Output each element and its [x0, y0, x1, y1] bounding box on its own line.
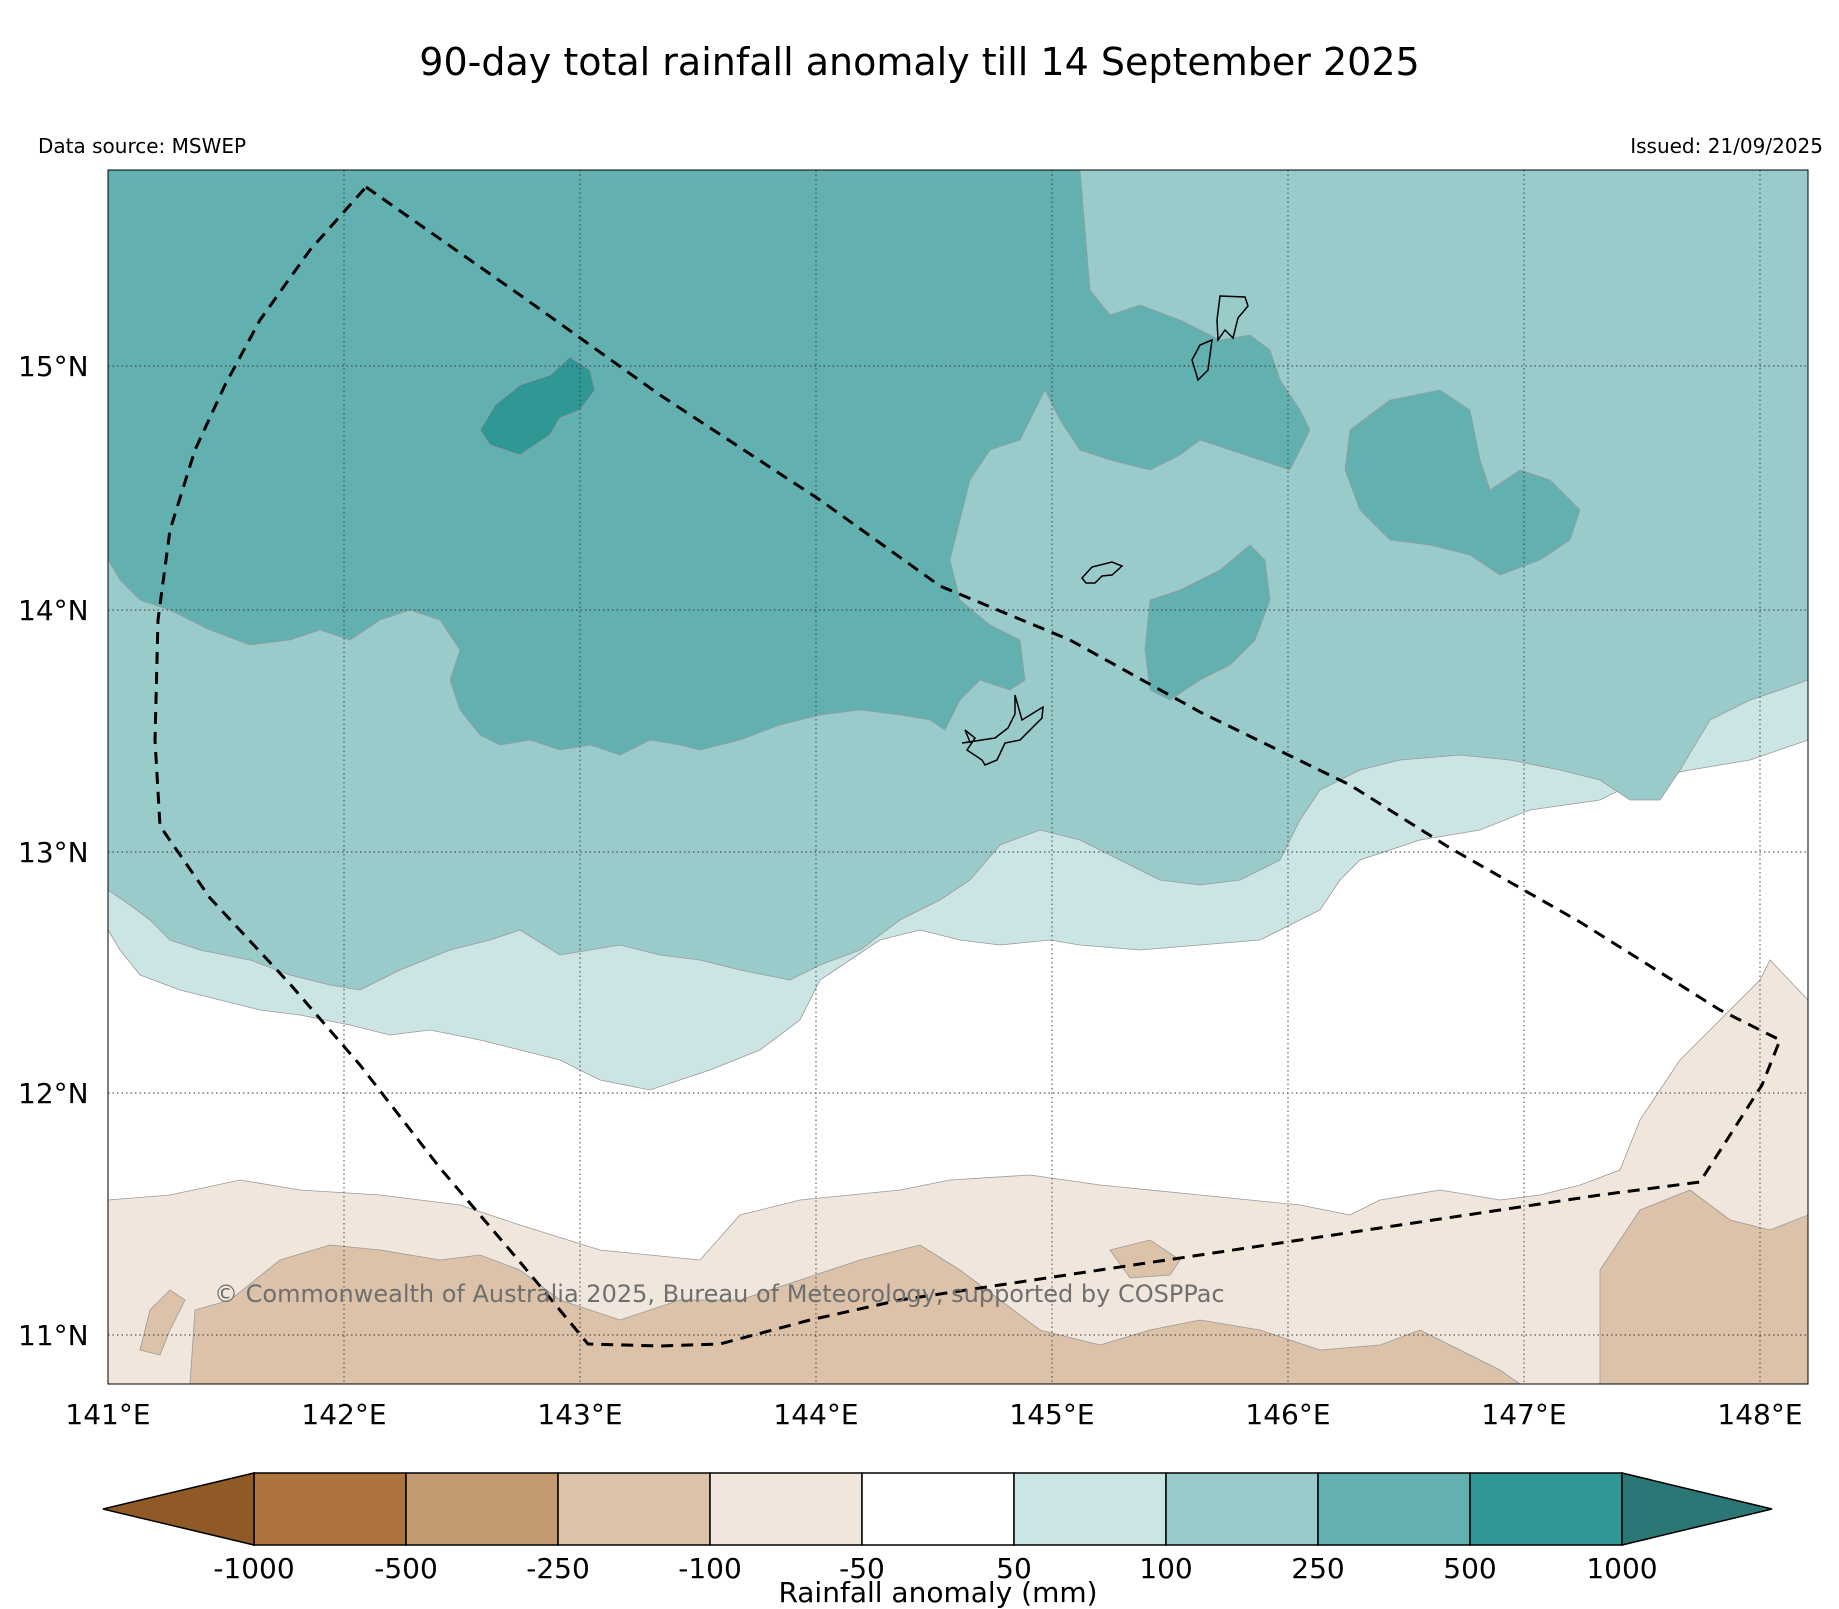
colorbar-bin — [1317, 1472, 1471, 1546]
lon-label-144e: 144°E — [773, 1398, 858, 1431]
colorbar-tick-label: -100 — [678, 1552, 742, 1585]
colorbar-tick-label: 50 — [996, 1552, 1032, 1585]
lat-label-11n: 11°N — [18, 1319, 89, 1352]
copyright-notice: © Commonwealth of Australia 2025, Bureau… — [214, 1280, 1225, 1308]
band-250-to-500-center — [1144, 544, 1271, 701]
lon-label-141e: 141°E — [65, 1398, 150, 1431]
lat-label-13n: 13°N — [18, 836, 89, 869]
map-panel: © Commonwealth of Australia 2025, Bureau… — [107, 169, 1809, 1385]
colorbar-bin — [557, 1472, 711, 1546]
issued-date-label: Issued: 21/09/2025 — [1630, 134, 1823, 158]
band-250-to-500-northeast — [1344, 389, 1581, 576]
colorbar-tick-label: -50 — [839, 1552, 885, 1585]
lat-label-15n: 15°N — [18, 350, 89, 383]
colorbar-tick-label: -1000 — [213, 1552, 294, 1585]
colorbar-label: Rainfall anomaly (mm) — [778, 1576, 1097, 1609]
colorbar: -1000 -500 -250 -100 -50 50 100 250 500 1000 Rain… — [102, 1472, 1773, 1609]
lon-label-147e: 147°E — [1481, 1398, 1566, 1431]
lon-label-143e: 143°E — [537, 1398, 622, 1431]
lon-label-142e: 142°E — [301, 1398, 386, 1431]
map-frame — [107, 169, 1809, 1385]
colorbar-tick-label: -250 — [526, 1552, 590, 1585]
colorbar-bin — [1013, 1472, 1167, 1546]
colorbar-tick-label: 250 — [1291, 1552, 1344, 1585]
longitude-labels: 141°E 142°E 143°E 144°E 145°E 146°E 147°… — [65, 1398, 1802, 1431]
colorbar-extend-high — [1621, 1472, 1773, 1546]
colorbar-tick-label: 100 — [1139, 1552, 1192, 1585]
colorbar-bin — [405, 1472, 559, 1546]
band-250-to-500 — [108, 170, 1311, 756]
lat-label-14n: 14°N — [18, 594, 89, 627]
band-minus-100-to-250-east — [1599, 1189, 1808, 1384]
lon-label-145e: 145°E — [1009, 1398, 1094, 1431]
data-source-label: Data source: MSWEP — [38, 134, 247, 158]
anomaly-fields — [108, 170, 1808, 1384]
band-minus-100-to-250-west — [139, 1289, 186, 1356]
eez-boundary-line — [153, 185, 1782, 1348]
map-title: 90-day total rainfall anomaly till 14 Se… — [419, 40, 1420, 84]
colorbar-bin — [1165, 1472, 1319, 1546]
lon-label-148e: 148°E — [1717, 1398, 1802, 1431]
colorbar-bin — [1469, 1472, 1623, 1546]
band-500-to-1000 — [479, 356, 596, 456]
band-minus-100-to-250-spot — [1109, 1239, 1181, 1279]
colorbar-bin — [709, 1472, 863, 1546]
colorbar-bin — [253, 1472, 407, 1546]
coastlines — [961, 295, 1249, 766]
lon-label-146e: 146°E — [1245, 1398, 1330, 1431]
colorbar-extend-low — [102, 1472, 255, 1546]
colorbar-bin — [861, 1472, 1015, 1546]
band-minus-100-to-250 — [189, 1244, 1521, 1384]
lat-label-12n: 12°N — [18, 1077, 89, 1110]
colorbar-tick-label: 1000 — [1586, 1552, 1657, 1585]
colorbar-bins — [253, 1472, 1623, 1546]
colorbar-tick-label: -500 — [374, 1552, 438, 1585]
colorbar-tick-labels: -1000 -500 -250 -100 -50 50 100 250 500 1000 — [213, 1552, 1657, 1585]
colorbar-tick-label: 500 — [1443, 1552, 1496, 1585]
latitude-labels: 15°N 14°N 13°N 12°N 11°N — [18, 350, 89, 1352]
